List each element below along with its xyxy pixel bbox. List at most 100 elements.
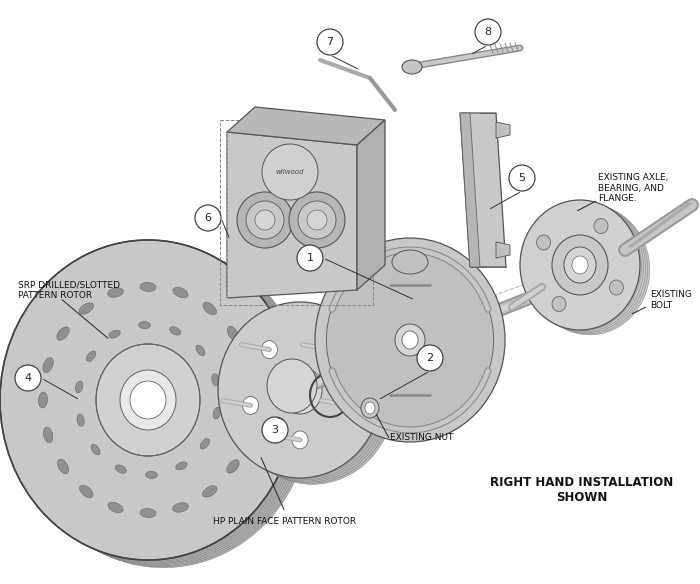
- Ellipse shape: [395, 324, 425, 356]
- Ellipse shape: [200, 439, 209, 449]
- Circle shape: [15, 365, 41, 391]
- Ellipse shape: [116, 465, 127, 473]
- Ellipse shape: [222, 304, 386, 480]
- Circle shape: [298, 201, 336, 239]
- Ellipse shape: [43, 357, 53, 373]
- Ellipse shape: [594, 218, 608, 234]
- Ellipse shape: [6, 243, 302, 563]
- Ellipse shape: [292, 431, 308, 449]
- Ellipse shape: [226, 306, 390, 482]
- Ellipse shape: [552, 235, 608, 295]
- Ellipse shape: [202, 486, 217, 497]
- Circle shape: [297, 245, 323, 271]
- Ellipse shape: [242, 397, 258, 415]
- Ellipse shape: [392, 250, 428, 274]
- Ellipse shape: [15, 248, 311, 568]
- Ellipse shape: [108, 330, 120, 338]
- Ellipse shape: [86, 351, 96, 361]
- Text: RIGHT HAND INSTALLATION
SHOWN: RIGHT HAND INSTALLATION SHOWN: [491, 476, 673, 504]
- Ellipse shape: [173, 503, 188, 512]
- Ellipse shape: [38, 392, 48, 408]
- Ellipse shape: [9, 245, 305, 565]
- Ellipse shape: [57, 459, 69, 474]
- Text: 7: 7: [326, 37, 334, 47]
- Polygon shape: [227, 132, 357, 298]
- Ellipse shape: [537, 235, 551, 250]
- Ellipse shape: [228, 307, 393, 483]
- Ellipse shape: [140, 283, 156, 291]
- Ellipse shape: [1, 241, 297, 561]
- Ellipse shape: [224, 305, 388, 481]
- Ellipse shape: [76, 381, 83, 393]
- Ellipse shape: [212, 374, 219, 385]
- Ellipse shape: [261, 340, 277, 359]
- Text: EXISTING
BOLT: EXISTING BOLT: [650, 290, 692, 310]
- Circle shape: [417, 345, 443, 371]
- Ellipse shape: [315, 238, 505, 442]
- Ellipse shape: [524, 201, 643, 332]
- Circle shape: [195, 205, 221, 231]
- Ellipse shape: [130, 381, 166, 419]
- Ellipse shape: [530, 205, 650, 335]
- Text: 4: 4: [25, 373, 32, 383]
- Circle shape: [262, 417, 288, 443]
- Ellipse shape: [326, 250, 494, 430]
- Text: 2: 2: [426, 353, 433, 363]
- Ellipse shape: [230, 308, 395, 484]
- Ellipse shape: [108, 502, 123, 513]
- Ellipse shape: [610, 280, 624, 295]
- Ellipse shape: [173, 287, 188, 298]
- Text: SRP DRILLED/SLOTTED
PATTERN ROTOR: SRP DRILLED/SLOTTED PATTERN ROTOR: [18, 280, 120, 300]
- Circle shape: [289, 192, 345, 248]
- Ellipse shape: [196, 345, 205, 356]
- Ellipse shape: [139, 322, 150, 329]
- Polygon shape: [496, 242, 510, 258]
- Ellipse shape: [219, 303, 384, 479]
- Text: 6: 6: [204, 213, 211, 223]
- Circle shape: [475, 19, 501, 45]
- Ellipse shape: [572, 256, 588, 274]
- Ellipse shape: [248, 392, 258, 408]
- Ellipse shape: [520, 200, 640, 330]
- Text: 3: 3: [272, 425, 279, 435]
- Text: EXISTING AXLE,
BEARING, AND
FLANGE.: EXISTING AXLE, BEARING, AND FLANGE.: [598, 173, 668, 203]
- Ellipse shape: [203, 303, 216, 315]
- Ellipse shape: [227, 460, 239, 473]
- Ellipse shape: [402, 331, 418, 349]
- Polygon shape: [496, 122, 510, 138]
- Ellipse shape: [80, 485, 93, 498]
- Ellipse shape: [96, 344, 200, 456]
- Circle shape: [509, 165, 535, 191]
- Ellipse shape: [342, 397, 358, 415]
- Ellipse shape: [288, 377, 312, 403]
- Ellipse shape: [13, 246, 309, 566]
- Circle shape: [317, 29, 343, 55]
- Ellipse shape: [79, 303, 94, 314]
- Ellipse shape: [228, 326, 239, 341]
- Ellipse shape: [43, 427, 53, 443]
- Circle shape: [307, 210, 327, 230]
- Ellipse shape: [57, 327, 69, 340]
- Ellipse shape: [365, 402, 375, 414]
- Ellipse shape: [564, 247, 596, 283]
- Ellipse shape: [108, 288, 123, 297]
- Text: 8: 8: [484, 27, 491, 37]
- Text: wilwood: wilwood: [276, 169, 304, 175]
- Ellipse shape: [528, 204, 648, 334]
- Text: EXISTING NUT: EXISTING NUT: [390, 433, 454, 443]
- Circle shape: [237, 192, 293, 248]
- Polygon shape: [227, 107, 385, 145]
- Text: 1: 1: [307, 253, 314, 263]
- Ellipse shape: [361, 398, 379, 418]
- Ellipse shape: [522, 201, 641, 331]
- Polygon shape: [460, 113, 506, 267]
- Ellipse shape: [214, 407, 220, 419]
- Ellipse shape: [526, 203, 645, 333]
- Ellipse shape: [176, 462, 187, 470]
- Circle shape: [262, 144, 318, 200]
- Ellipse shape: [77, 415, 84, 426]
- Ellipse shape: [146, 471, 158, 478]
- Ellipse shape: [402, 60, 422, 74]
- Ellipse shape: [243, 427, 253, 443]
- Circle shape: [246, 201, 284, 239]
